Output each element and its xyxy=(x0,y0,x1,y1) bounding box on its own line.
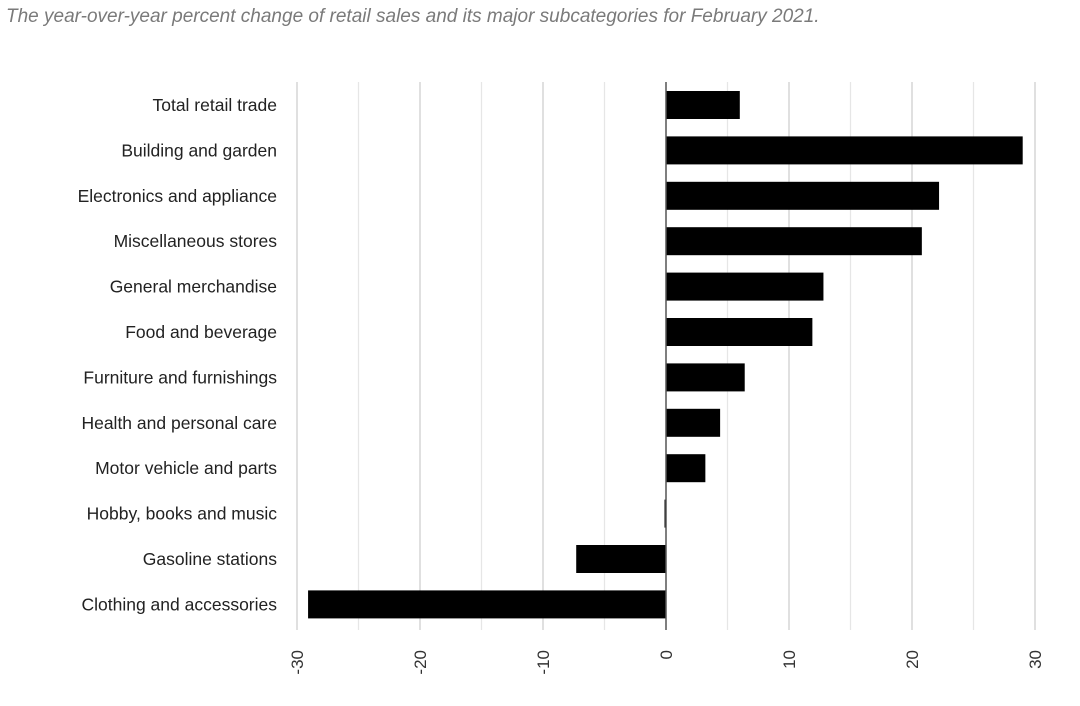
bar-building-and-garden xyxy=(666,136,1023,165)
bar-total-retail-trade xyxy=(666,91,740,119)
category-label: Miscellaneous stores xyxy=(114,231,278,251)
bars xyxy=(308,91,1023,619)
category-label: Clothing and accessories xyxy=(81,594,277,614)
x-tick-labels: -30 -20 -10 0 10 20 30 xyxy=(288,650,1045,675)
bar-motor-vehicle-and-parts xyxy=(666,454,706,483)
bar-gasoline-stations xyxy=(576,545,666,573)
category-label: Furniture and furnishings xyxy=(83,367,277,387)
bar-health-and-personal-care xyxy=(666,408,721,437)
x-tick-label: 10 xyxy=(780,650,799,669)
category-label: Electronics and appliance xyxy=(78,186,277,206)
category-label: Gasoline stations xyxy=(143,549,277,569)
x-tick-label: 20 xyxy=(903,650,922,669)
grid-lines xyxy=(296,82,1036,630)
x-tick-label: -30 xyxy=(288,650,307,675)
category-label: Total retail trade xyxy=(152,95,277,115)
category-labels: Total retail trade Building and garden Ele… xyxy=(78,95,278,614)
bar-clothing-and-accessories xyxy=(308,590,666,619)
x-tick-label: -10 xyxy=(534,650,553,675)
category-label: Building and garden xyxy=(121,140,277,160)
bar-general-merchandise xyxy=(666,272,824,301)
category-label: Hobby, books and music xyxy=(87,504,278,524)
bar-furniture-and-furnishings xyxy=(666,363,745,392)
category-label: General merchandise xyxy=(110,277,277,297)
category-label: Motor vehicle and parts xyxy=(95,458,277,478)
category-label: Food and beverage xyxy=(125,322,277,342)
x-tick-label: 30 xyxy=(1026,650,1045,669)
bar-miscellaneous-stores xyxy=(666,227,922,256)
category-label: Health and personal care xyxy=(81,413,277,433)
chart-caption: The year-over-year percent change of ret… xyxy=(6,6,820,27)
x-tick-label: 0 xyxy=(657,650,676,659)
x-tick-label: -20 xyxy=(411,650,430,675)
bar-electronics-and-appliance xyxy=(666,181,940,210)
bar-food-and-beverage xyxy=(666,318,813,346)
